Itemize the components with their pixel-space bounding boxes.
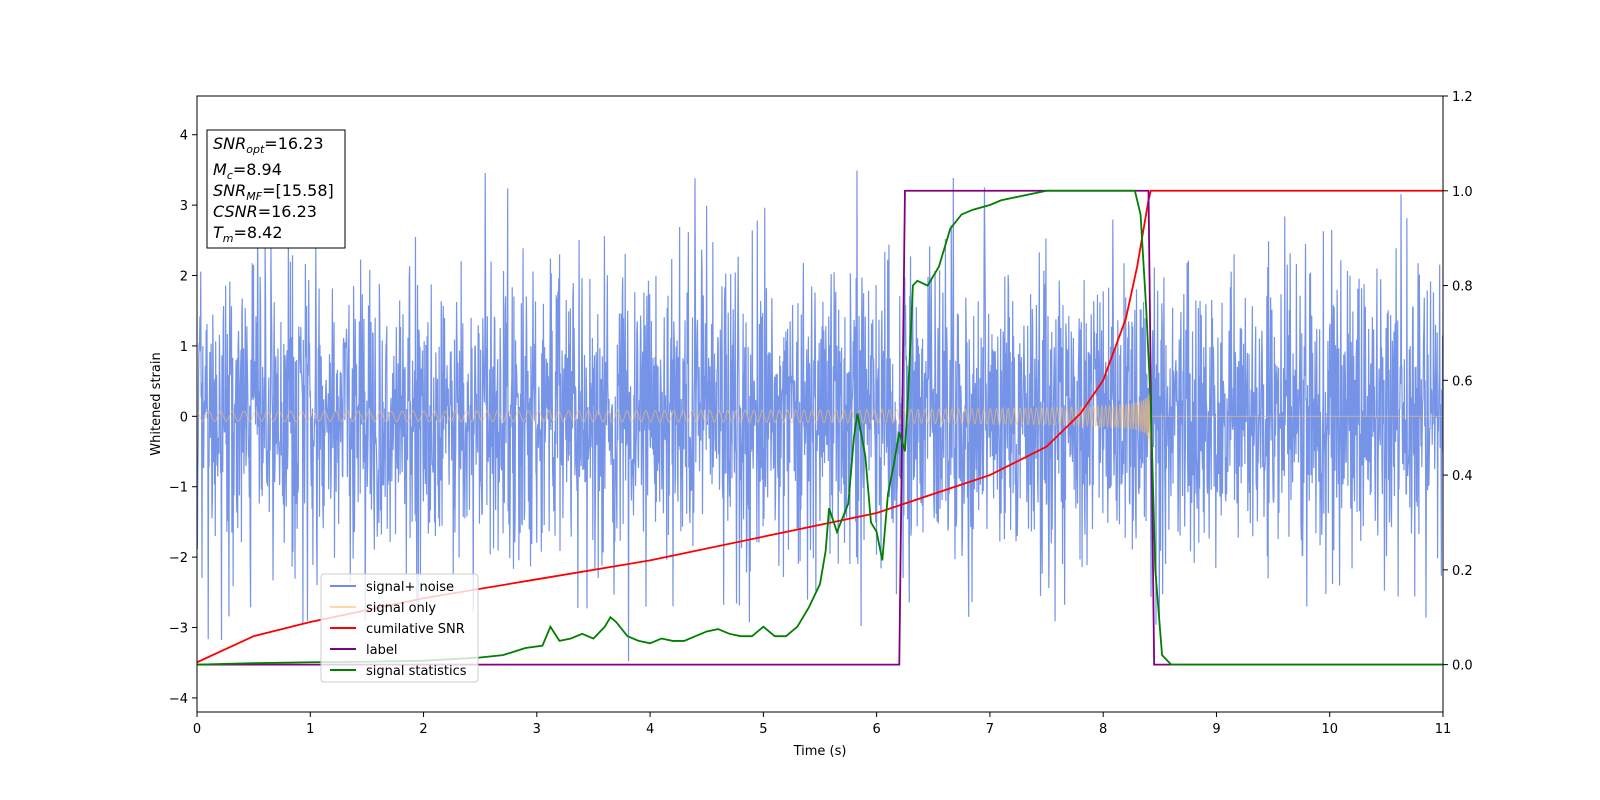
x-tick-label: 9: [1212, 722, 1220, 737]
info-box-symbol: CSNR: [213, 202, 258, 221]
y-axis-right: 0.0 0.2 0.4 0.6 0.8 1.0 1.2: [1443, 90, 1473, 674]
info-box-line: Tm=8.42: [213, 223, 283, 245]
info-box-subscript: m: [223, 232, 234, 245]
info-box-value: =8.42: [234, 223, 283, 242]
series-signal-noise: [197, 170, 1443, 661]
legend-entry: signal statistics: [366, 664, 467, 679]
series-signal-only: [197, 393, 1443, 454]
y2-tick-label: 0.4: [1452, 469, 1473, 484]
x-tick-label: 6: [872, 722, 880, 737]
y-tick-label: 4: [180, 129, 188, 144]
y-tick-label: 3: [180, 199, 188, 214]
legend-entry: cumilative SNR: [366, 622, 465, 637]
y-tick-label: 2: [180, 270, 188, 285]
legend-frame: [320, 573, 479, 683]
y-axis-left: −4 −3 −2 −1 0 1 2 3 4: [169, 129, 197, 707]
y-tick-label: −4: [169, 692, 188, 707]
y2-tick-label: 1.0: [1452, 185, 1473, 200]
y2-tick-label: 0.8: [1452, 280, 1473, 295]
y2-tick-label: 0.6: [1452, 374, 1473, 389]
y2-tick-label: 1.2: [1452, 90, 1473, 105]
y-tick-label: 1: [180, 340, 188, 355]
y-tick-label: 0: [180, 410, 188, 425]
legend-entry: label: [366, 643, 397, 658]
info-box-symbol: SNR: [213, 181, 246, 200]
info-box-subscript: opt: [246, 143, 265, 156]
x-tick-label: 1: [306, 722, 314, 737]
x-tick-label: 4: [646, 722, 654, 737]
legend-entry: signal only: [366, 601, 436, 616]
info-box-symbol: SNR: [213, 134, 246, 153]
info-box-symbol: M: [213, 160, 227, 179]
x-axis-label: Time (s): [793, 744, 847, 759]
x-tick-label: 10: [1321, 722, 1338, 737]
info-box-line: SNRopt=16.23: [213, 134, 324, 156]
y-tick-label: −2: [169, 551, 188, 566]
info-box-line: Mc=8.94: [213, 160, 282, 182]
x-axis: 0 1 2 3 4 5 6 7 8 9 10 11: [193, 712, 1451, 737]
info-box-value: =8.94: [233, 160, 282, 179]
info-box-symbol: T: [213, 223, 224, 242]
x-tick-label: 5: [759, 722, 767, 737]
info-box-subscript: MF: [246, 190, 262, 203]
y2-tick-label: 0.0: [1452, 659, 1473, 674]
x-tick-label: 2: [419, 722, 427, 737]
series-signal-statistics: [197, 189, 1443, 666]
x-tick-label: 0: [193, 722, 201, 737]
x-tick-label: 3: [533, 722, 541, 737]
x-tick-label: 7: [986, 722, 994, 737]
info-box-value: =[15.58]: [262, 181, 334, 200]
x-tick-label: 8: [1099, 722, 1107, 737]
plot-frame: [196, 95, 1444, 713]
info-box-frame: [206, 129, 346, 249]
info-box-subscript: c: [227, 169, 233, 182]
legend: signal+ noise signal only cumilative SNR la…: [320, 573, 479, 683]
x-tick-label: 11: [1435, 722, 1452, 737]
y-tick-label: −3: [169, 622, 188, 637]
info-box-value: =16.23: [258, 202, 317, 221]
info-box: SNRopt=16.23Mc=8.94SNRMF=[15.58]CSNR=16.…: [206, 129, 346, 249]
info-box-line: CSNR=16.23: [213, 202, 317, 221]
y-axis-label: Whitened strain: [149, 352, 164, 455]
y-tick-label: −1: [169, 481, 188, 496]
legend-entry: signal+ noise: [366, 580, 454, 595]
info-box-line: SNRMF=[15.58]: [213, 181, 334, 203]
y2-tick-label: 0.2: [1452, 564, 1473, 579]
info-box-value: =16.23: [264, 134, 323, 153]
